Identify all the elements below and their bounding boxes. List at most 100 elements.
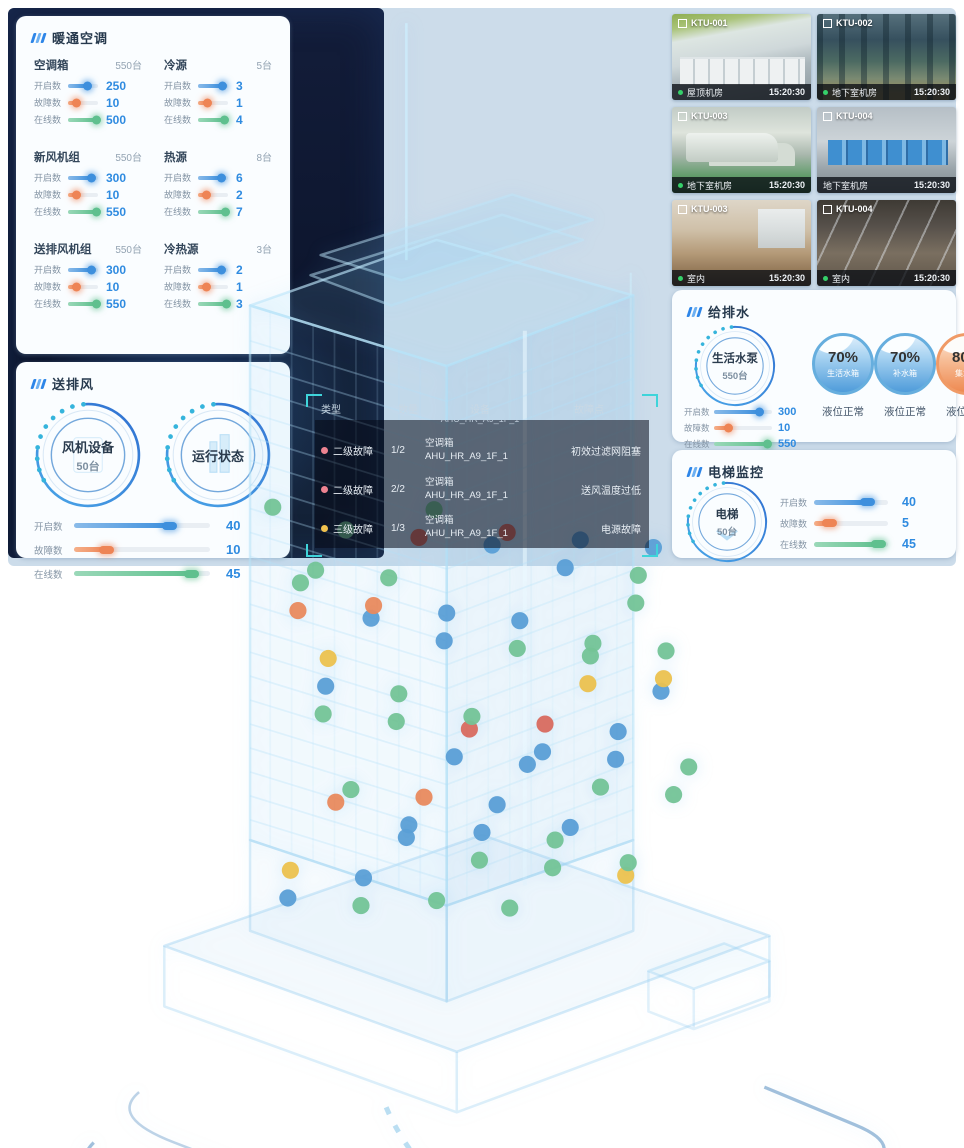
hvac-group-fresh-air: 新风机组 550台 开启数 300 故障数 10 在线数 550 <box>34 149 142 220</box>
elevator-panel: 电梯监控 电梯 50台 开启数 40 故障数 5 在线数 45 <box>672 450 956 563</box>
slider-knob[interactable] <box>86 173 96 182</box>
camera-grid: KTU-001 屋顶机房 15:20:30 KTU-002 地下室机房 15:20:… <box>672 14 956 286</box>
slider-label: 故障数 <box>164 98 192 108</box>
camera-tile[interactable]: KTU-001 屋顶机房 15:20:30 <box>672 14 811 100</box>
open-count-slider[interactable] <box>714 407 772 417</box>
slider-knob[interactable] <box>161 521 177 530</box>
slider-knob[interactable] <box>221 299 231 308</box>
slider-value: 550 <box>106 296 127 311</box>
open-count-slider[interactable] <box>198 173 228 182</box>
group-total: 5台 <box>256 61 272 72</box>
camera-time: 15:20:30 <box>768 87 805 97</box>
fault-row[interactable]: 二级故障 1/2 空调箱 AHU_HR_A9_1F_1 初效过滤网阻塞 <box>315 432 649 471</box>
camera-tile[interactable]: KTU-003 地下室机房 15:20:30 <box>672 107 811 193</box>
fault-level: 三级故障 <box>333 524 373 536</box>
group-total: 550台 <box>115 245 142 256</box>
fault-row[interactable]: 三级故障 1/3 空调箱 AHU_HR_A9_1F_1 电源故障 <box>315 509 649 548</box>
slider-value: 3 <box>236 296 243 311</box>
slider-knob[interactable] <box>860 498 876 506</box>
slider-knob[interactable] <box>202 282 212 291</box>
camera-location: 室内 <box>832 273 851 284</box>
slider-label: 故障数 <box>34 545 63 557</box>
slider-value: 2 <box>236 262 243 277</box>
slider-knob[interactable] <box>217 173 227 182</box>
online-count-slider[interactable] <box>198 207 230 216</box>
slider-knob[interactable] <box>71 190 81 199</box>
slider-knob[interactable] <box>763 439 773 449</box>
slider-knob[interactable] <box>221 207 230 216</box>
open-count-slider[interactable] <box>68 81 98 90</box>
slider-label: 开启数 <box>34 81 62 91</box>
slider-knob[interactable] <box>92 299 102 308</box>
fault-count-slider[interactable] <box>814 519 888 527</box>
slider-knob[interactable] <box>82 81 92 90</box>
slider-value: 10 <box>226 542 241 557</box>
camera-tile[interactable]: KTU-004 室内 15:20:30 <box>817 200 956 286</box>
slider-knob[interactable] <box>99 545 115 554</box>
slider-knob[interactable] <box>203 98 212 107</box>
slider-knob[interactable] <box>202 190 212 199</box>
tank-level-circle: 70% 补水箱 <box>874 333 936 395</box>
group-title: 空调箱 <box>34 60 69 72</box>
fault-table-header: 类型 数量 设备 故障点 <box>315 401 649 420</box>
open-count-slider[interactable] <box>74 521 210 530</box>
camera-name: KTU-003 <box>691 204 728 214</box>
fault-count-slider[interactable] <box>74 545 210 554</box>
slider-label: 故障数 <box>34 282 62 292</box>
slider-knob[interactable] <box>218 81 227 90</box>
fault-count-slider[interactable] <box>68 190 98 199</box>
open-count-slider[interactable] <box>814 498 888 506</box>
online-count-slider[interactable] <box>714 439 773 449</box>
fault-count-slider[interactable] <box>198 282 228 291</box>
fault-count-slider[interactable] <box>198 98 228 107</box>
tank-indicator-makeup: 70% 补水箱 液位正常 <box>874 333 936 451</box>
building-3d-view[interactable]: 类型 数量 设备 故障点 AHU_HR_A9_1F_1 二级故障 1/2 空调箱… <box>8 8 886 1148</box>
slider-value: 10 <box>106 95 120 110</box>
slider-knob[interactable] <box>220 115 230 124</box>
severity-dot <box>321 486 328 494</box>
slider-knob[interactable] <box>870 540 886 548</box>
slider-knob[interactable] <box>217 265 227 274</box>
gauge-name: 运行状态 <box>191 448 244 464</box>
slider-knob[interactable] <box>72 98 82 107</box>
panel-title: 电梯监控 <box>708 465 765 480</box>
slider-knob[interactable] <box>91 115 101 124</box>
online-count-slider[interactable] <box>68 207 102 216</box>
open-count-slider[interactable] <box>198 81 228 90</box>
camera-tile[interactable]: KTU-003 室内 15:20:30 <box>672 200 811 286</box>
slider-knob[interactable] <box>86 265 96 274</box>
fault-count-slider[interactable] <box>714 423 772 433</box>
slider-label: 故障数 <box>780 518 808 529</box>
online-count-slider[interactable] <box>814 540 888 548</box>
open-count-slider[interactable] <box>68 173 98 182</box>
monitor-icon <box>823 18 832 28</box>
slider-knob[interactable] <box>71 282 81 291</box>
fans-panel-header: 送排风 <box>16 362 290 393</box>
camera-tile[interactable]: KTU-004 地下室机房 15:20:30 <box>817 107 956 193</box>
gauge-count: 550台 <box>722 371 748 382</box>
fault-count-slider[interactable] <box>68 98 98 107</box>
online-count-slider[interactable] <box>68 299 102 308</box>
online-count-slider[interactable] <box>198 115 230 124</box>
slider-knob[interactable] <box>723 423 733 433</box>
slider-label: 故障数 <box>684 423 710 433</box>
fault-row[interactable]: 二级故障 2/2 空调箱 AHU_HR_A9_1F_1 送风温度过低 <box>315 471 649 510</box>
slider-knob[interactable] <box>92 207 102 216</box>
gauge-count: 50台 <box>76 460 100 473</box>
fault-count-slider[interactable] <box>68 282 98 291</box>
fault-count-slider[interactable] <box>198 190 228 199</box>
hvac-group-supply-exhaust: 送排风机组 550台 开启数 300 故障数 10 在线数 550 <box>34 241 142 312</box>
open-count-slider[interactable] <box>68 265 98 274</box>
camera-tile[interactable]: KTU-002 地下室机房 15:20:30 <box>817 14 956 100</box>
slider-knob[interactable] <box>755 407 765 417</box>
slider-knob[interactable] <box>821 519 837 527</box>
online-count-slider[interactable] <box>198 299 231 308</box>
slider-label: 开启数 <box>34 265 62 275</box>
building-icon <box>209 434 230 473</box>
open-count-slider[interactable] <box>198 265 228 274</box>
slider-value: 550 <box>778 438 797 450</box>
elevator-panel-header: 电梯监控 <box>672 450 956 481</box>
online-count-slider[interactable] <box>68 115 101 124</box>
slider-value: 45 <box>902 537 916 551</box>
slider-value: 10 <box>106 187 120 202</box>
